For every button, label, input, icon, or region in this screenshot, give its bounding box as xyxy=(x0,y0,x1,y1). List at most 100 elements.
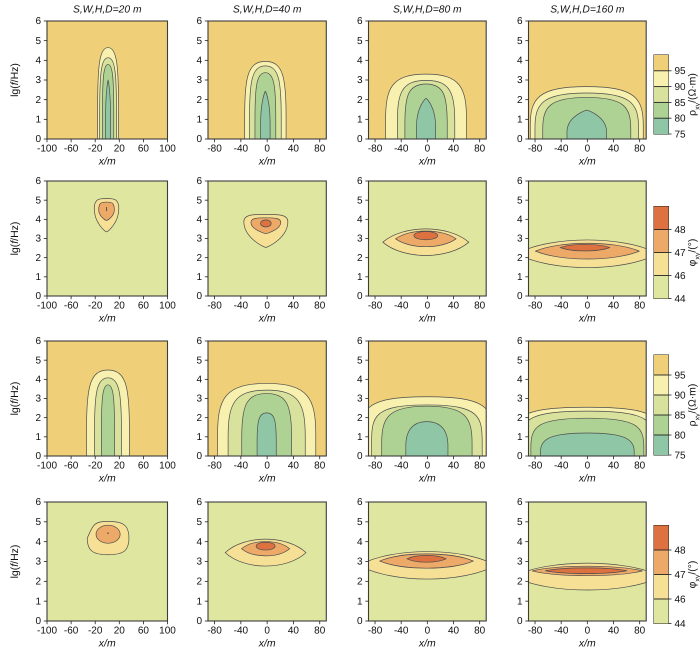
svg-text:6: 6 xyxy=(517,336,523,347)
svg-text:80: 80 xyxy=(634,144,646,155)
svg-text:x/m: x/m xyxy=(258,156,276,168)
svg-text:4: 4 xyxy=(517,215,523,226)
svg-text:95: 95 xyxy=(675,66,687,77)
svg-text:4: 4 xyxy=(35,375,41,386)
svg-text:-40: -40 xyxy=(394,144,409,155)
svg-text:0: 0 xyxy=(425,301,431,312)
svg-text:x/m: x/m xyxy=(98,313,116,325)
svg-text:4: 4 xyxy=(196,375,202,386)
svg-text:-60: -60 xyxy=(64,301,79,312)
svg-text:47: 47 xyxy=(675,248,687,259)
svg-text:-80: -80 xyxy=(368,626,383,637)
svg-text:6: 6 xyxy=(196,336,202,347)
svg-text:x/m: x/m xyxy=(258,638,276,650)
svg-text:3: 3 xyxy=(196,557,202,568)
svg-text:6: 6 xyxy=(357,497,363,508)
svg-text:-80: -80 xyxy=(207,144,222,155)
svg-text:40: 40 xyxy=(288,301,300,312)
svg-text:-40: -40 xyxy=(234,144,249,155)
svg-text:0: 0 xyxy=(425,626,431,637)
svg-text:60: 60 xyxy=(138,144,150,155)
svg-text:80: 80 xyxy=(474,301,486,312)
svg-text:1: 1 xyxy=(517,115,523,126)
svg-text:1: 1 xyxy=(357,432,363,443)
svg-text:0: 0 xyxy=(357,451,363,462)
svg-text:0: 0 xyxy=(425,144,431,155)
svg-text:0: 0 xyxy=(585,626,591,637)
svg-text:0: 0 xyxy=(517,291,523,302)
svg-text:-80: -80 xyxy=(528,144,543,155)
svg-text:1: 1 xyxy=(517,432,523,443)
svg-text:4: 4 xyxy=(196,215,202,226)
svg-text:2: 2 xyxy=(357,253,363,264)
svg-text:4: 4 xyxy=(357,537,363,548)
svg-text:4: 4 xyxy=(35,56,41,67)
svg-text:3: 3 xyxy=(517,557,523,568)
svg-text:3: 3 xyxy=(35,75,41,86)
svg-text:-80: -80 xyxy=(528,461,543,472)
svg-text:0: 0 xyxy=(517,616,523,627)
svg-text:x/m: x/m xyxy=(578,313,596,325)
svg-text:40: 40 xyxy=(448,461,460,472)
svg-text:-20: -20 xyxy=(88,301,103,312)
svg-text:x/m: x/m xyxy=(98,638,116,650)
svg-text:2: 2 xyxy=(357,577,363,588)
svg-text:-20: -20 xyxy=(88,461,103,472)
svg-text:-80: -80 xyxy=(207,461,222,472)
svg-text:3: 3 xyxy=(357,394,363,405)
svg-text:5: 5 xyxy=(517,195,523,206)
svg-text:40: 40 xyxy=(288,144,300,155)
svg-text:3: 3 xyxy=(357,557,363,568)
svg-text:S,W,H,D=80 m: S,W,H,D=80 m xyxy=(393,5,462,16)
svg-text:φxy/(°): φxy/(°) xyxy=(688,239,700,267)
svg-text:-80: -80 xyxy=(368,301,383,312)
svg-text:-40: -40 xyxy=(554,626,569,637)
svg-text:5: 5 xyxy=(196,517,202,528)
svg-text:S,W,H,D=40 m: S,W,H,D=40 m xyxy=(233,5,302,16)
svg-text:0: 0 xyxy=(35,451,41,462)
svg-text:lg(f/Hz): lg(f/Hz) xyxy=(9,545,21,579)
svg-text:80: 80 xyxy=(474,144,486,155)
svg-text:46: 46 xyxy=(675,271,687,282)
svg-text:80: 80 xyxy=(675,430,687,441)
svg-text:40: 40 xyxy=(608,461,620,472)
svg-text:0: 0 xyxy=(35,134,41,145)
svg-text:5: 5 xyxy=(357,195,363,206)
svg-text:-80: -80 xyxy=(528,626,543,637)
svg-text:80: 80 xyxy=(634,301,646,312)
svg-text:6: 6 xyxy=(517,16,523,27)
svg-text:6: 6 xyxy=(357,336,363,347)
svg-text:5: 5 xyxy=(357,355,363,366)
svg-text:5: 5 xyxy=(35,355,41,366)
svg-text:-60: -60 xyxy=(64,144,79,155)
svg-text:4: 4 xyxy=(35,537,41,548)
svg-text:80: 80 xyxy=(634,461,646,472)
svg-text:3: 3 xyxy=(357,75,363,86)
svg-text:6: 6 xyxy=(35,16,41,27)
svg-text:40: 40 xyxy=(448,301,460,312)
svg-text:6: 6 xyxy=(35,176,41,187)
svg-text:0: 0 xyxy=(585,301,591,312)
svg-text:S,W,H,D=160 m: S,W,H,D=160 m xyxy=(550,5,625,16)
svg-text:80: 80 xyxy=(634,626,646,637)
svg-text:4: 4 xyxy=(196,56,202,67)
svg-text:3: 3 xyxy=(35,557,41,568)
svg-text:2: 2 xyxy=(517,413,523,424)
svg-text:-80: -80 xyxy=(368,144,383,155)
svg-text:0: 0 xyxy=(196,291,202,302)
svg-text:80: 80 xyxy=(314,461,326,472)
svg-text:x/m: x/m xyxy=(578,638,596,650)
svg-text:5: 5 xyxy=(357,36,363,47)
svg-text:2: 2 xyxy=(196,577,202,588)
svg-text:1: 1 xyxy=(35,115,41,126)
svg-text:0: 0 xyxy=(517,451,523,462)
svg-text:2: 2 xyxy=(517,253,523,264)
svg-text:6: 6 xyxy=(196,176,202,187)
svg-text:0: 0 xyxy=(35,291,41,302)
svg-text:100: 100 xyxy=(159,301,176,312)
svg-text:2: 2 xyxy=(196,253,202,264)
svg-text:60: 60 xyxy=(138,626,150,637)
svg-text:x/m: x/m xyxy=(418,156,436,168)
svg-text:46: 46 xyxy=(675,594,687,605)
svg-text:6: 6 xyxy=(517,497,523,508)
